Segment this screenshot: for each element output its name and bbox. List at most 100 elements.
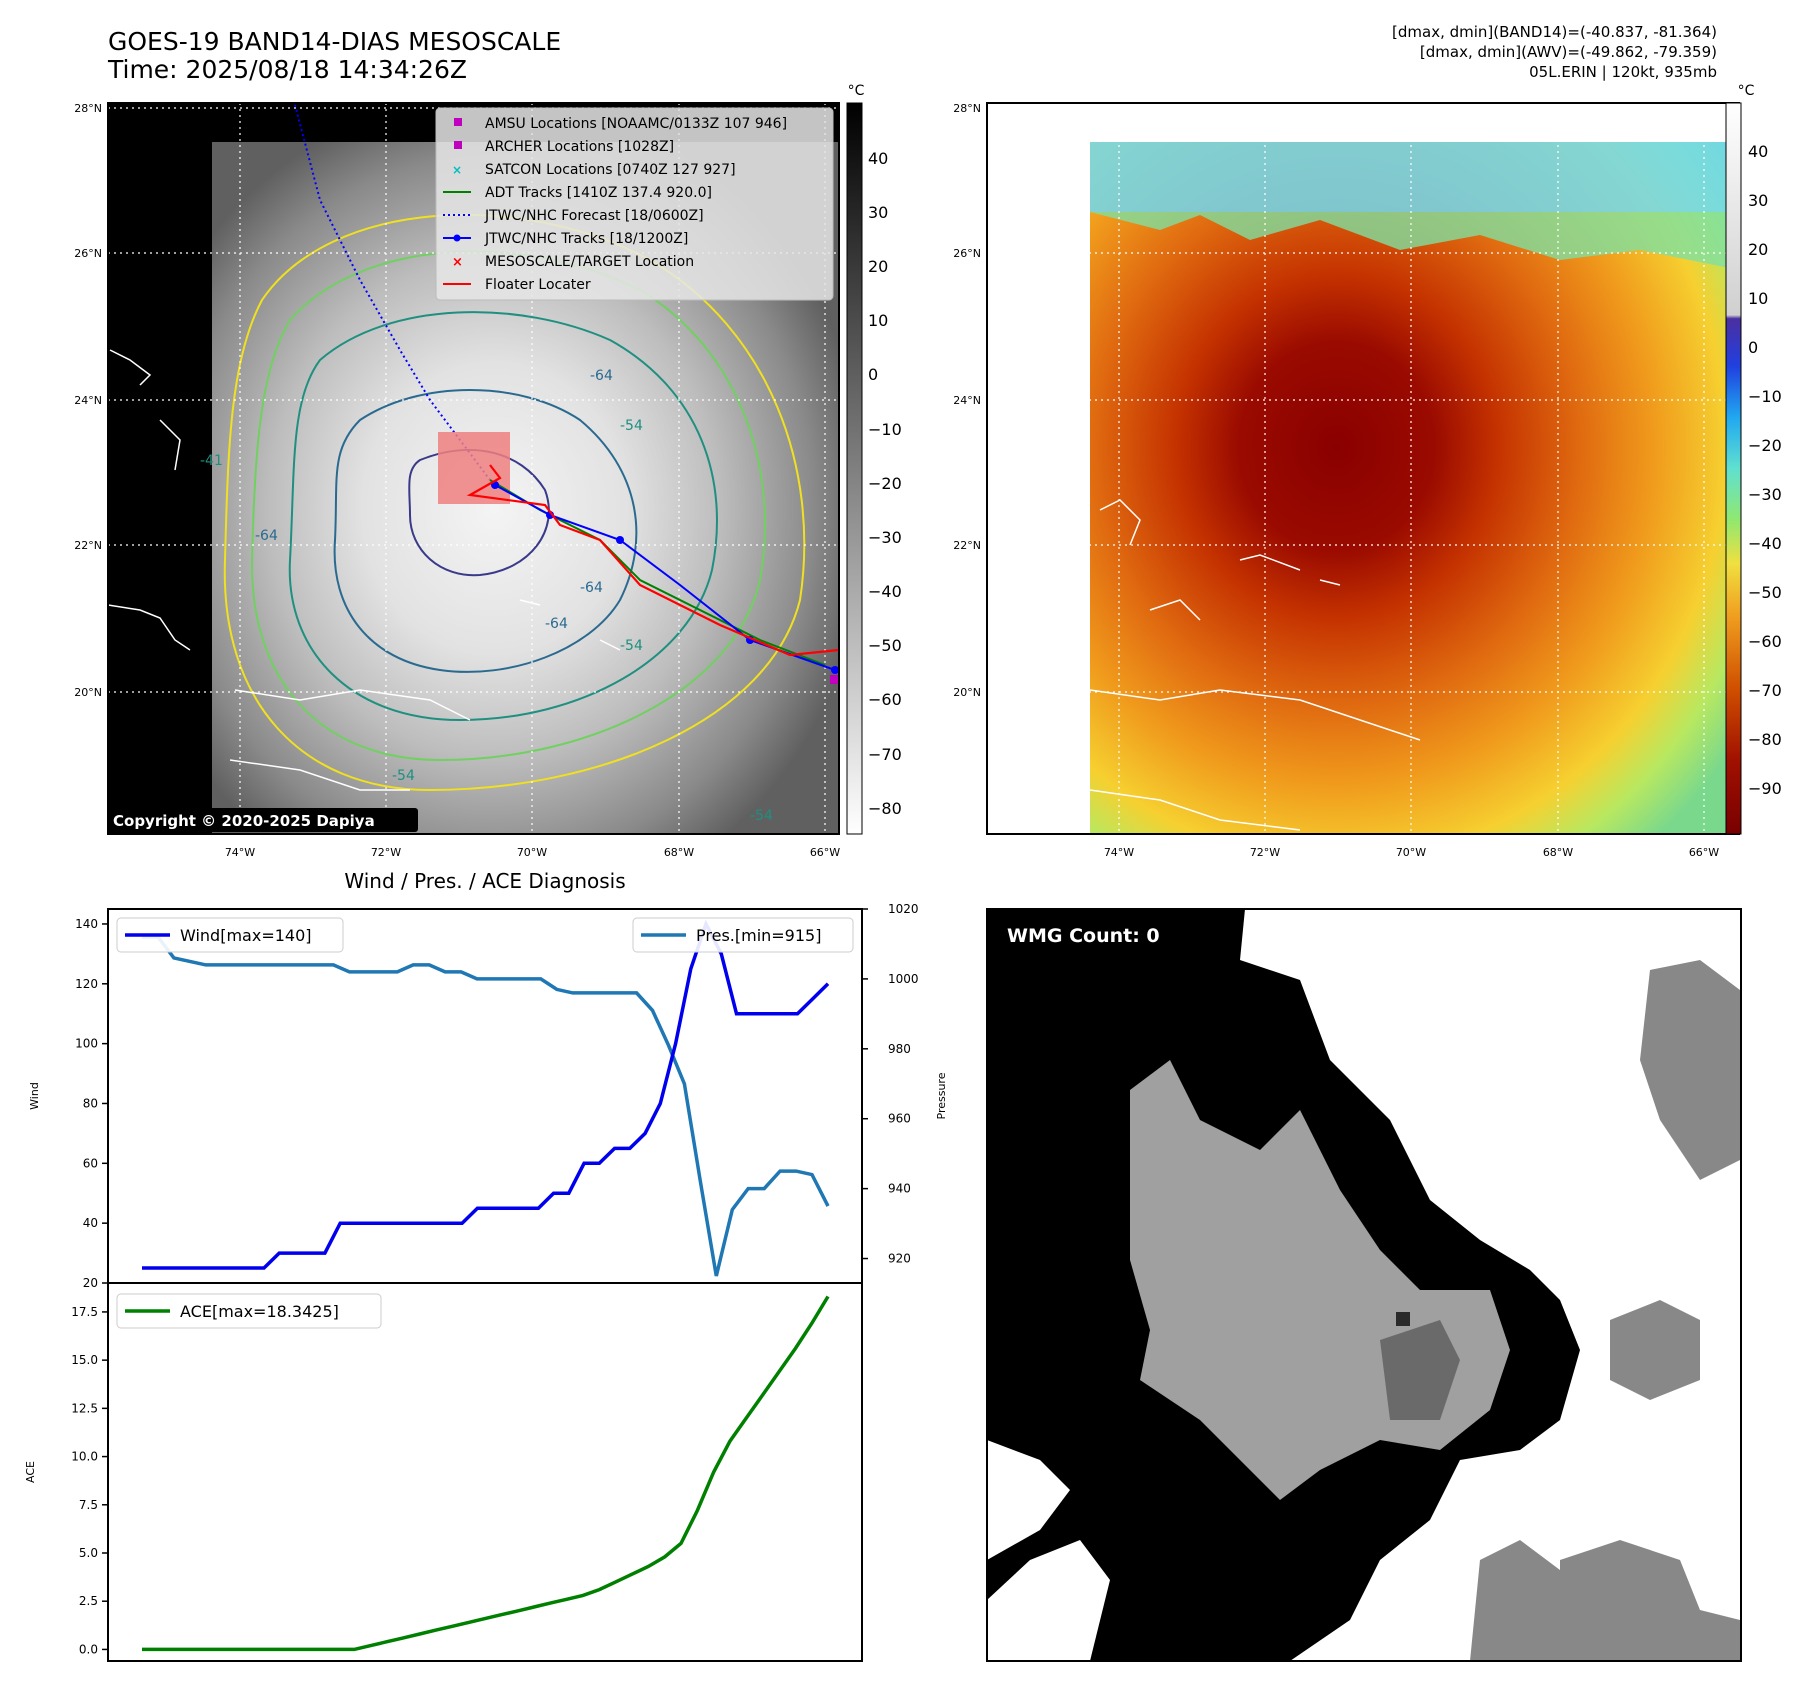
axis-tick-label: 5.0 — [79, 1546, 98, 1560]
wind-legend-label: Wind[max=140] — [180, 926, 312, 945]
gray-cbar-tick: −20 — [868, 474, 902, 493]
color-cbar-tick: −60 — [1748, 632, 1782, 651]
gray-cbar-tick: 10 — [868, 311, 888, 330]
lat-label: 28°N — [953, 102, 981, 115]
stats-line-3: 05L.ERIN | 120kt, 935mb — [1529, 63, 1717, 81]
pressure-series-line — [142, 935, 830, 1277]
color-cbar-tick: −90 — [1748, 779, 1782, 798]
contour-label: -54 — [620, 638, 643, 654]
gray-cbar-tick: −40 — [868, 582, 902, 601]
lon-label: 74°W — [1104, 846, 1134, 859]
lat-label: 20°N — [74, 686, 102, 699]
contour-label: -54 — [620, 418, 643, 434]
diagnosis-title: Wind / Pres. / ACE Diagnosis — [344, 869, 625, 893]
color-cbar-tick: 40 — [1748, 142, 1768, 161]
gray-cbar-tick: −70 — [868, 745, 902, 764]
color-cbar-tick: 30 — [1748, 191, 1768, 210]
color-cbar-tick: −40 — [1748, 534, 1782, 553]
ace-series-line — [142, 1295, 830, 1652]
axis-tick-label: 940 — [888, 1182, 911, 1196]
axis-tick-label: 12.5 — [71, 1401, 98, 1415]
color-cbar-tick: 20 — [1748, 240, 1768, 259]
wind-axis-label: Wind — [28, 1082, 41, 1110]
ace-legend: ACE[max=18.3425] — [116, 1293, 382, 1329]
gray-cbar-tick: 20 — [868, 257, 888, 276]
lon-label: 72°W — [371, 846, 401, 859]
legend-item-amsu: AMSU Locations [NOAAMC/0133Z 107 946] — [485, 116, 787, 132]
color-cbar-tick: −10 — [1748, 387, 1782, 406]
color-cbar-tick: −80 — [1748, 730, 1782, 749]
legend-item-jtwc-tracks: JTWC/NHC Tracks [18/1200Z] — [484, 231, 688, 247]
stats-line-2: [dmax, dmin](AWV)=(-49.862, -79.359) — [1419, 43, 1717, 61]
gray-colorbar-unit: °C — [848, 83, 865, 99]
pressure-legend: Pres.[min=915] — [632, 917, 854, 953]
axis-tick-label: 140 — [75, 917, 98, 931]
axis-tick-label: 10.0 — [71, 1450, 98, 1464]
contour-label: -64 — [580, 580, 603, 596]
legend-item-floater: Floater Locater — [485, 277, 591, 293]
ir-color-map — [987, 103, 1739, 834]
color-colorbar: °C 40 30 20 10 0 −10 −20 −30 −40 −50 −60… — [1725, 83, 1782, 835]
ace-axis-label: ACE — [24, 1461, 37, 1483]
legend-item-archer: ARCHER Locations [1028Z] — [485, 139, 674, 155]
gray-cbar-tick: −10 — [868, 420, 902, 439]
gray-cbar-tick: 0 — [868, 365, 878, 384]
legend-item-mesoscale: MESOSCALE/TARGET Location — [485, 254, 694, 270]
lat-label: 26°N — [953, 247, 981, 260]
lon-label: 68°W — [664, 846, 694, 859]
lat-label: 26°N — [74, 247, 102, 260]
copyright-text: Copyright © 2020-2025 Dapiya — [113, 812, 375, 830]
svg-text:×: × — [452, 163, 462, 177]
color-cbar-tick: −70 — [1748, 681, 1782, 700]
legend-item-jtwc-forecast: JTWC/NHC Forecast [18/0600Z] — [484, 208, 704, 224]
gray-cbar-tick: 40 — [868, 149, 888, 168]
lon-label: 66°W — [810, 846, 840, 859]
lon-label: 70°W — [1396, 846, 1426, 859]
color-cbar-tick: −30 — [1748, 485, 1782, 504]
axis-tick-label: 60 — [83, 1156, 98, 1170]
lat-label: 20°N — [953, 686, 981, 699]
gray-cbar-tick: −30 — [868, 528, 902, 547]
wmg-count-label: WMG Count: 0 — [1007, 925, 1160, 947]
wmg-panel: WMG Count: 0 — [987, 909, 1741, 1661]
wind-legend: Wind[max=140] — [116, 917, 344, 953]
color-colorbar-unit: °C — [1738, 83, 1755, 99]
stats-line-1: [dmax, dmin](BAND14)=(-40.837, -81.364) — [1392, 23, 1717, 41]
ace-legend-label: ACE[max=18.3425] — [180, 1302, 339, 1321]
contour-label: -41 — [200, 453, 223, 469]
axis-tick-label: 100 — [75, 1037, 98, 1051]
lat-label: 28°N — [74, 102, 102, 115]
svg-text:×: × — [452, 255, 463, 270]
axis-tick-label: 2.5 — [79, 1594, 98, 1608]
title-line-2: Time: 2025/08/18 14:34:26Z — [108, 55, 467, 84]
pressure-axis-label: Pressure — [935, 1072, 948, 1119]
color-cbar-tick: 0 — [1748, 338, 1758, 357]
figure-title: GOES-19 BAND14-DIAS MESOSCALE Time: 2025… — [108, 28, 561, 84]
lon-label: 72°W — [1250, 846, 1280, 859]
gray-cbar-tick: −60 — [868, 690, 902, 709]
lat-label: 22°N — [74, 539, 102, 552]
gray-cbar-tick: −80 — [868, 799, 902, 818]
title-line-1: GOES-19 BAND14-DIAS MESOSCALE — [108, 27, 562, 56]
gray-colorbar: °C 40 30 20 10 0 −10 −20 −30 −40 −50 −60… — [846, 83, 902, 835]
gray-cbar-tick: 30 — [868, 203, 888, 222]
gray-cbar-tick: −50 — [868, 636, 902, 655]
axis-tick-label: 1000 — [888, 972, 919, 986]
storm-stats: [dmax, dmin](BAND14)=(-40.837, -81.364) … — [1392, 22, 1717, 82]
contour-label: -64 — [255, 528, 278, 544]
contour-label: -64 — [545, 616, 568, 632]
contour-label: -54 — [392, 768, 415, 784]
axis-tick-label: 7.5 — [79, 1498, 98, 1512]
contour-label: -64 — [590, 368, 613, 384]
axis-tick-label: 80 — [83, 1096, 98, 1110]
axis-tick-label: 17.5 — [71, 1305, 98, 1319]
axis-tick-label: 15.0 — [71, 1353, 98, 1367]
contour-label: -54 — [750, 808, 773, 824]
color-cbar-tick: −50 — [1748, 583, 1782, 602]
axis-tick-label: 20 — [83, 1276, 98, 1290]
lon-label: 66°W — [1689, 846, 1719, 859]
lon-label: 70°W — [517, 846, 547, 859]
lat-label: 22°N — [953, 539, 981, 552]
axis-tick-label: 120 — [75, 977, 98, 991]
